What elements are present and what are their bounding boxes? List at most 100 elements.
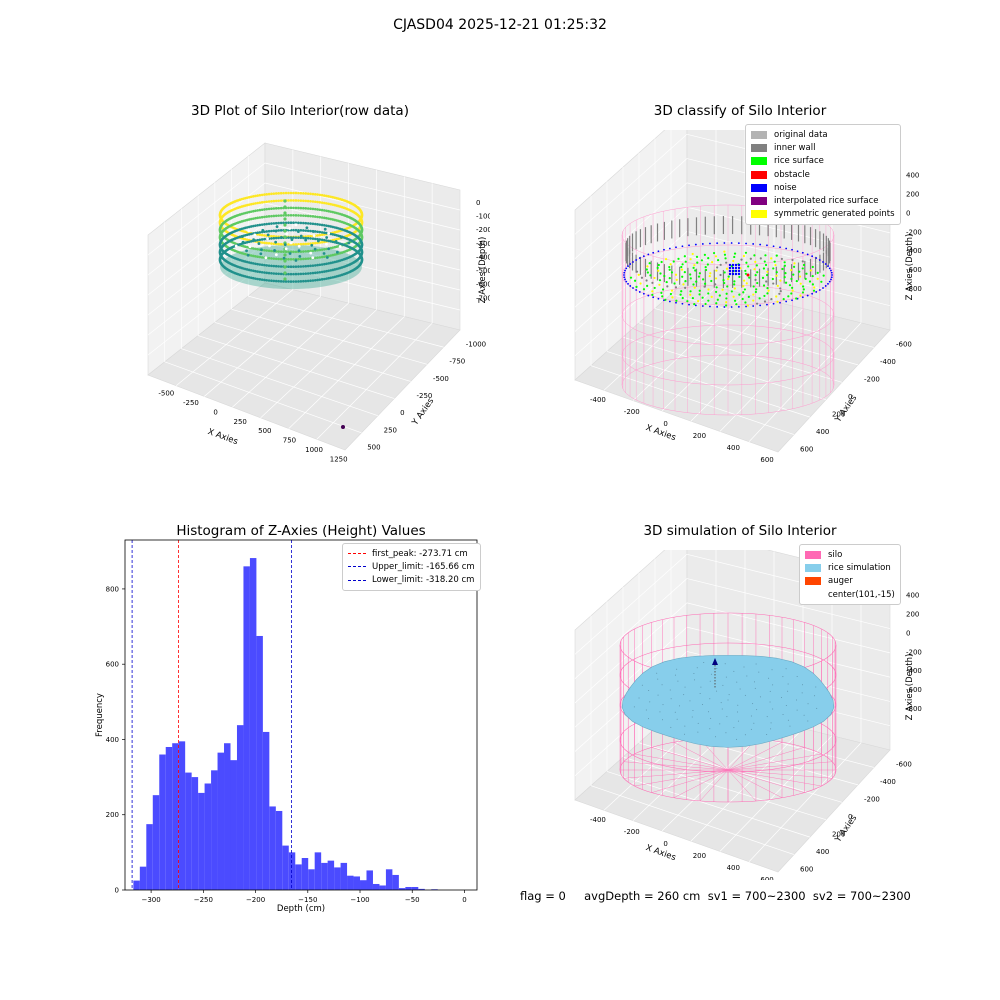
panel4-legend-item: silo: [805, 548, 895, 561]
panel4-ticks: -400 -200 0 200 400 600 600 400 200 0 -200 -400 -600…: [590, 591, 922, 880]
panel1-ytick: 500: [367, 443, 380, 451]
panel4-legend-item: auger: [805, 575, 895, 588]
panel1-ztick: 0: [476, 199, 480, 207]
histogram-reference-lines: [131, 540, 292, 890]
panel1-ytick: -250: [417, 392, 433, 400]
panel2-legend-item: interpolated rice surface: [751, 194, 895, 207]
legend-swatch: [805, 591, 821, 599]
panel4-xtick: 400: [727, 864, 740, 872]
panel4-ytick: 600: [800, 865, 813, 873]
histogram-chart: −300 −250 −200 −150 −100 −50 0 0 200 400 600 800 De…: [95, 539, 478, 914]
histogram-bar: [139, 866, 147, 890]
pane-floor: [574, 279, 891, 453]
histogram-legend: first_peak: -273.71 cm Upper_limit: -165.…: [342, 543, 481, 591]
histogram-bar: [295, 864, 302, 890]
panel1-zlabel: Z Axies (Depth): [478, 237, 488, 304]
histogram-bar: [366, 870, 373, 890]
panel4-ztick: 400: [906, 591, 919, 599]
panel4-ytick: -200: [864, 796, 880, 804]
panel1-ytick: -750: [449, 358, 465, 366]
histogram-bar: [178, 741, 186, 890]
histogram-bar: [249, 558, 257, 890]
histogram-bar: [159, 754, 166, 890]
legend-swatch: [751, 183, 767, 192]
panel4-ytick: -400: [880, 778, 896, 786]
panel2-xtick: 200: [693, 432, 706, 440]
panel2-axes-box: [574, 130, 891, 453]
panel1-xtick: 500: [258, 427, 271, 435]
panel4-silo-simulation: [619, 612, 837, 803]
legend-label: auger: [828, 576, 853, 587]
histogram-bar: [256, 635, 263, 890]
panel2-ztick: 400: [906, 171, 919, 179]
pane-floor: [574, 699, 891, 873]
legend-label: original data: [774, 129, 828, 140]
panel4-ytick: 200: [832, 830, 845, 838]
panel2-legend-item: inner wall: [751, 141, 895, 154]
panel2-ytick: 0: [848, 393, 852, 401]
histogram-xtick-label: −150: [298, 896, 317, 904]
histogram-xtick-label: −200: [246, 896, 265, 904]
histogram-bar: [308, 869, 315, 890]
panel2-legend-item: original data: [751, 128, 895, 141]
histogram-bar: [185, 772, 192, 890]
panel2-legend-item: rice surface: [751, 155, 895, 168]
panel2-ztick: -400: [906, 247, 922, 255]
panel1-ytick: 0: [400, 409, 404, 417]
legend-label: interpolated rice surface: [774, 196, 879, 207]
panel1-xtick: 1250: [330, 455, 348, 463]
legend-swatch: [805, 563, 821, 572]
legend-label: Upper_limit: -165.66 cm: [372, 561, 475, 572]
legend-swatch: [751, 143, 767, 152]
panel1-outlier-point: [341, 425, 345, 429]
panel4-ztick: -200: [906, 648, 922, 656]
panel4-ztick: 200: [906, 610, 919, 618]
histogram-bar: [288, 852, 296, 890]
panel2-legend-item: obstacle: [751, 168, 895, 181]
panel2-xtick: 600: [760, 456, 773, 464]
histogram-bar: [379, 885, 386, 890]
histogram-bar: [353, 876, 361, 890]
pane-floor: [147, 282, 461, 451]
histogram-bar: [411, 886, 419, 890]
legend-label: symmetric generated points: [774, 209, 895, 220]
panel2-legend-item: symmetric generated points: [751, 208, 895, 221]
panel4-center-marker: [712, 658, 718, 665]
histogram-bar: [211, 770, 218, 890]
panel2-ztick: 0: [906, 209, 910, 217]
histogram-bar: [392, 874, 399, 890]
panel2-legend-item: noise: [751, 181, 895, 194]
panel4-xtick: 200: [693, 852, 706, 860]
panel2-xtick: -400: [590, 396, 606, 404]
histogram-ytick-label: 400: [106, 736, 119, 744]
legend-line-sample: [348, 566, 366, 568]
panel4-xtick: -400: [590, 816, 606, 824]
histogram-axes: −300 −250 −200 −150 −100 −50 0 0 200 400 600 800: [106, 539, 478, 904]
panel1-ztick: -100: [476, 212, 490, 220]
panel2-xtick: 400: [727, 444, 740, 452]
legend-label: rice simulation: [828, 562, 891, 573]
histogram-ytick-label: 600: [106, 661, 119, 669]
histogram-ylabel: Frequency: [95, 693, 105, 737]
legend-label: silo: [828, 549, 843, 560]
legend-label: rice surface: [774, 156, 824, 167]
histogram-bar: [418, 888, 425, 890]
panel2-ytick: 200: [832, 410, 845, 418]
histogram-bar: [152, 795, 160, 890]
panel2-ytick: -600: [896, 341, 912, 349]
histogram-legend-item: Lower_limit: -318.20 cm: [348, 574, 475, 587]
legend-label: Lower_limit: -318.20 cm: [372, 575, 475, 586]
panel2-xlabel: X Axies: [644, 423, 677, 443]
panel4-xlabel: X Axies: [644, 843, 677, 863]
histogram-bar: [191, 777, 199, 890]
panel1-ytick: -500: [433, 375, 449, 383]
legend-swatch: [751, 170, 767, 179]
panel1-ylabel: Y Axies: [410, 396, 437, 428]
panel1-xtick: 250: [234, 418, 247, 426]
histogram-bar: [334, 867, 341, 890]
histogram-bar: [243, 566, 250, 890]
legend-label: center(101,-15): [828, 589, 895, 600]
panel2-ztick: -200: [906, 228, 922, 236]
histogram-bar: [327, 860, 335, 890]
histogram-bar: [282, 845, 289, 890]
